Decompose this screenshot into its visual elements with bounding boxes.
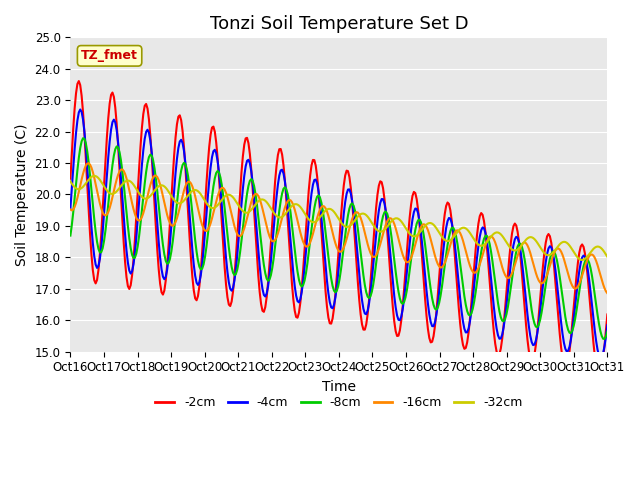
-4cm <box>602 334 610 339</box>
-4cm <box>604 322 611 328</box>
-32cm <box>602 252 610 257</box>
-8cm <box>67 233 74 239</box>
X-axis label: Time: Time <box>322 380 356 394</box>
-32cm <box>344 224 352 230</box>
-2cm <box>86 231 94 237</box>
Line: -16cm: -16cm <box>70 163 607 293</box>
-16cm <box>86 162 94 168</box>
Line: -4cm: -4cm <box>70 109 607 358</box>
-16cm <box>451 230 458 236</box>
-16cm <box>344 231 352 237</box>
-8cm <box>602 334 610 339</box>
-8cm <box>531 321 538 326</box>
-4cm <box>451 239 458 245</box>
Line: -2cm: -2cm <box>70 81 607 375</box>
-4cm <box>103 172 111 178</box>
Legend: -2cm, -4cm, -8cm, -16cm, -32cm: -2cm, -4cm, -8cm, -16cm, -32cm <box>150 391 527 414</box>
-2cm <box>75 78 83 84</box>
-8cm <box>103 215 111 221</box>
-4cm <box>531 342 538 348</box>
-32cm <box>579 257 586 263</box>
-8cm <box>451 228 458 233</box>
-32cm <box>84 177 92 182</box>
-8cm <box>601 336 609 342</box>
Title: Tonzi Soil Temperature Set D: Tonzi Soil Temperature Set D <box>209 15 468 33</box>
-32cm <box>67 179 74 184</box>
-8cm <box>79 135 87 141</box>
-4cm <box>344 187 352 192</box>
-32cm <box>451 233 458 239</box>
-4cm <box>76 107 84 112</box>
-4cm <box>86 204 94 210</box>
Line: -32cm: -32cm <box>70 176 607 260</box>
-32cm <box>604 254 611 260</box>
-8cm <box>86 172 94 178</box>
-2cm <box>595 372 603 378</box>
-16cm <box>67 206 74 212</box>
-2cm <box>604 312 611 317</box>
-8cm <box>344 213 352 218</box>
Text: TZ_fmet: TZ_fmet <box>81 49 138 62</box>
-2cm <box>67 176 74 181</box>
-4cm <box>596 355 604 361</box>
-2cm <box>344 168 352 174</box>
-2cm <box>531 352 538 358</box>
-4cm <box>67 205 74 211</box>
-16cm <box>601 286 609 291</box>
-16cm <box>103 212 111 217</box>
Y-axis label: Soil Temperature (C): Soil Temperature (C) <box>15 123 29 266</box>
-2cm <box>103 135 111 141</box>
-16cm <box>604 290 611 296</box>
-8cm <box>604 329 611 335</box>
-32cm <box>103 188 111 193</box>
-32cm <box>90 173 98 179</box>
Line: -8cm: -8cm <box>70 138 607 339</box>
-16cm <box>84 160 92 166</box>
-2cm <box>602 327 610 333</box>
-2cm <box>451 250 458 255</box>
-16cm <box>531 265 538 271</box>
-32cm <box>531 236 538 242</box>
